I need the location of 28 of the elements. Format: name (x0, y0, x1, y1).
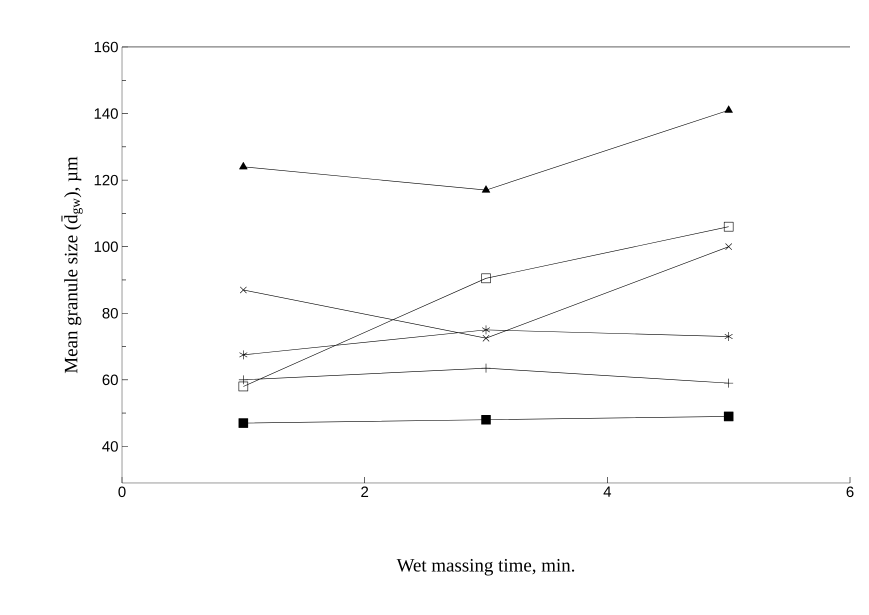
point (724, 222, 734, 232)
y-tick-label: 160 (94, 42, 118, 52)
y-tick-label: 60 (102, 374, 118, 386)
point (482, 185, 490, 193)
point (725, 243, 732, 250)
x-tick-label: 2 (361, 486, 368, 497)
point (724, 332, 733, 342)
y-tick-label: 100 (94, 241, 118, 252)
y-tick-label: 40 (102, 441, 118, 452)
y-axis-title: Mean granule size (d̄$_{gw}$), µm (61, 156, 83, 374)
point (724, 412, 734, 422)
point (240, 286, 247, 294)
y-tick-label: 120 (94, 174, 118, 186)
x-axis-title: Wet massing time, min. (396, 558, 574, 576)
point (239, 350, 248, 360)
point (482, 325, 490, 335)
point (724, 105, 733, 113)
point (482, 334, 490, 342)
y-tick-label: 140 (94, 108, 118, 119)
x-tick-label: 0 (118, 486, 126, 498)
point (238, 382, 248, 392)
x-tick-label: 6 (846, 486, 854, 498)
point (239, 162, 248, 170)
point (481, 274, 491, 284)
x-tick-label: 4 (604, 486, 612, 497)
point (238, 418, 248, 428)
y-tick-label: 80 (102, 308, 118, 319)
point (481, 414, 491, 425)
